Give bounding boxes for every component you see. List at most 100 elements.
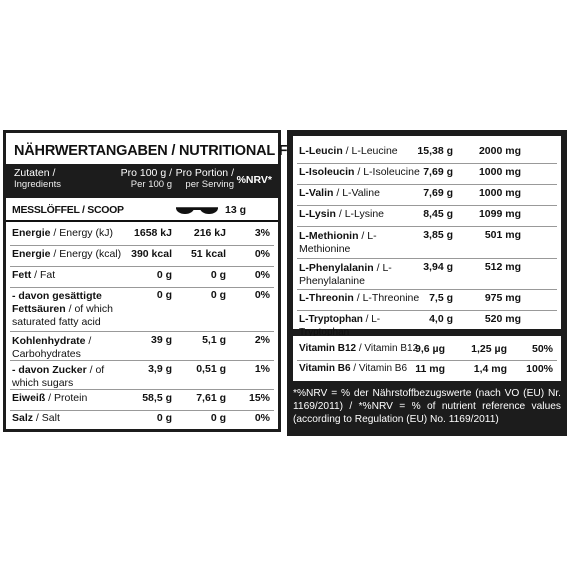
row-nrv: 50%	[531, 343, 553, 355]
divider	[297, 360, 557, 361]
vitamin-table: Vitamin B12 / Vitamin B12 9,6 µg 1,25 µg…	[293, 336, 561, 381]
panel-title: NÄHRWERTANGABEN / NUTRITIONAL FACTS	[14, 143, 326, 159]
table-row: L-Phenylalanin / L-Phenylalanine 3,94 g …	[299, 261, 521, 288]
table-row: - davon gesättigte Fettsäuren / of which…	[12, 289, 270, 329]
row-per100: 390 kcal	[131, 248, 172, 260]
row-label-en: Energy (kJ)	[59, 227, 113, 239]
divider	[297, 184, 557, 185]
divider	[297, 310, 557, 311]
table-header: Zutaten / Ingredients Pro 100 g / Per 10…	[6, 164, 278, 198]
divider	[10, 266, 274, 267]
row-portion: 975 mg	[484, 292, 521, 304]
row-portion: 512 mg	[484, 261, 521, 273]
row-label-en: L-Threonine	[362, 292, 420, 304]
table-row: Kohlenhydrate / Carbohydrates 39 g 5,1 g…	[12, 334, 270, 361]
row-per100: 0 g	[156, 269, 172, 281]
row-label-en: Vitamin B12	[364, 343, 419, 354]
row-label-en: Protein	[54, 392, 88, 404]
row-portion: 0,51 g	[196, 363, 226, 375]
divider	[10, 389, 274, 390]
row-portion: 7,61 g	[196, 392, 226, 404]
row-label-de: Vitamin B12	[299, 343, 357, 354]
row-label-de: Energie	[12, 248, 51, 260]
row-label-de: Salz	[12, 412, 34, 424]
row-portion: 501 mg	[484, 229, 521, 241]
table-row: L-Tryptophan / L-Tryptophan 4,0 g 520 mg	[299, 313, 521, 338]
row-per100: 3,9 g	[148, 363, 172, 375]
table-row: Vitamin B6 / Vitamin B6 11 mg 1,4 mg 100…	[299, 363, 553, 375]
row-label-de: L-Methionin	[299, 230, 359, 242]
header-ingredients-en: Ingredients	[14, 179, 62, 191]
row-per100: 0 g	[156, 412, 172, 424]
row-label-en: Fat	[40, 269, 56, 281]
row-portion: 2000 mg	[478, 145, 521, 157]
divider	[297, 258, 557, 259]
header-portion: Pro Portion / per Serving	[172, 167, 234, 190]
row-per100: 15,38 g	[417, 145, 453, 157]
header-per100-en: Per 100 g	[130, 179, 172, 191]
table-row: Eiweiß / Protein 58,5 g 7,61 g 15%	[12, 392, 270, 404]
row-label-en: L-Leucine	[351, 145, 398, 157]
row-nrv: 0%	[254, 248, 270, 260]
table-row: L-Isoleucin / L-Isoleucine 7,69 g 1000 m…	[299, 166, 521, 178]
row-label-en: Salt	[41, 412, 60, 424]
table-row: - davon Zucker / of which sugars 3,9 g 0…	[12, 363, 270, 390]
row-per100: 7,69 g	[423, 187, 453, 199]
divider	[297, 226, 557, 227]
table-row: Energie / Energy (kJ) 1658 kJ 216 kJ 3%	[12, 227, 270, 239]
row-portion: 5,1 g	[202, 334, 226, 346]
table-row: L-Threonin / L-Threonine 7,5 g 975 mg	[299, 292, 521, 304]
header-per100: Pro 100 g / Per 100 g	[114, 167, 172, 191]
row-portion: 0 g	[210, 412, 226, 424]
scoop-label: MESSLÖFFEL / SCOOP	[12, 204, 124, 216]
row-label-de: L-Tryptophan	[299, 314, 363, 325]
row-label-de: L-Isoleucin	[299, 166, 355, 178]
row-label-en: Energy (kcal)	[59, 248, 122, 260]
row-label-en: of which saturated fatty acid	[12, 303, 113, 329]
row-nrv: 15%	[248, 392, 270, 404]
row-nrv: 0%	[254, 289, 270, 301]
row-label-de: Kohlenhydrate	[12, 335, 86, 347]
table-row: Vitamin B12 / Vitamin B12 9,6 µg 1,25 µg…	[299, 343, 553, 355]
table-row: Energie / Energy (kcal) 390 kcal 51 kcal…	[12, 248, 270, 260]
row-per100: 39 g	[150, 334, 172, 346]
nutrition-facts-inner: NÄHRWERTANGABEN / NUTRITIONAL FACTS Zuta…	[6, 133, 325, 429]
row-label-de: Fett	[12, 269, 32, 281]
scoop-amount: 13 g	[225, 204, 247, 216]
divider	[10, 360, 274, 361]
amino-acid-table: L-Leucin / L-Leucine 15,38 g 2000 mg L-I…	[293, 136, 561, 338]
divider	[10, 331, 274, 332]
row-portion: 0 g	[210, 289, 226, 301]
row-nrv: 0%	[254, 269, 270, 281]
table-row: L-Methionin / L-Methionine 3,85 g 501 mg	[299, 229, 521, 256]
header-nrv: %NRV*	[236, 174, 272, 186]
divider	[297, 163, 557, 164]
row-nrv: 0%	[254, 412, 270, 424]
row-label-en: L-Isoleucine	[363, 166, 420, 178]
row-per100: 7,69 g	[423, 166, 453, 178]
table-row: Fett / Fat 0 g 0 g 0%	[12, 269, 270, 281]
row-label-en: Vitamin B6	[358, 363, 408, 374]
row-portion: 0 g	[210, 269, 226, 281]
row-per100: 4,0 g	[429, 313, 453, 325]
divider	[6, 220, 278, 222]
divider	[10, 410, 274, 411]
row-label-de: L-Phenylalanin	[299, 262, 374, 274]
row-portion: 1,4 mg	[473, 363, 507, 375]
scoop-icon	[174, 204, 220, 223]
nrv-footnote: *%NRV = % der Nährstoffbezugswerte (nach…	[293, 388, 561, 425]
divider	[10, 245, 274, 246]
table-row: L-Lysin / L-Lysine 8,45 g 1099 mg	[299, 208, 521, 220]
row-label-de: L-Valin	[299, 187, 334, 199]
header-ingredients: Zutaten / Ingredients	[14, 167, 62, 191]
header-portion-de: Pro Portion /	[175, 167, 234, 179]
row-label-de: L-Leucin	[299, 145, 343, 157]
row-per100: 11 mg	[415, 363, 445, 375]
row-per100: 7,5 g	[429, 292, 453, 304]
row-portion: 51 kcal	[190, 248, 226, 260]
row-label-de: - davon gesättigte Fettsäuren	[12, 290, 102, 316]
divider	[10, 287, 274, 288]
row-per100: 1658 kJ	[134, 227, 172, 239]
header-ingredients-de: Zutaten /	[14, 167, 56, 179]
row-label-en: of which sugars	[12, 364, 105, 390]
